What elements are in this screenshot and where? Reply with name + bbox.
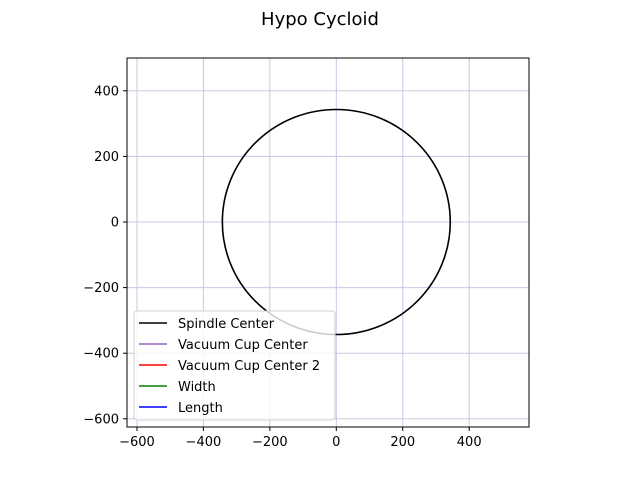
legend-label: Width	[178, 380, 216, 395]
x-tick-label: −400	[186, 435, 222, 450]
x-tick-label: −200	[252, 435, 288, 450]
x-tick-label: 200	[390, 435, 415, 450]
legend-label: Spindle Center	[178, 317, 275, 332]
legend-box	[133, 310, 336, 421]
plot-frame	[126, 57, 530, 428]
legend-label: Vacuum Cup Center 2	[178, 359, 320, 374]
grid	[127, 58, 529, 427]
x-tick-label: −600	[119, 435, 155, 450]
chart-title: Hypo Cycloid	[261, 9, 379, 30]
series-layer	[221, 108, 452, 336]
y-tick-label: −200	[83, 281, 119, 296]
y-tick-label: 200	[94, 150, 119, 165]
legend-label: Length	[178, 401, 223, 416]
x-tick-label: 0	[332, 435, 340, 450]
series-curve-spindle-center	[221, 108, 452, 336]
axis-ticks: −600 −400 −200 0 200 400 −600 −400 −200 0 200 400	[83, 84, 481, 450]
y-tick-label: −400	[83, 347, 119, 362]
legend: Spindle Center Vacuum Cup Center Vacuum Cu…	[133, 310, 336, 421]
y-tick-label: −600	[83, 412, 119, 427]
y-tick-label: 400	[94, 84, 119, 99]
x-tick-label: 400	[457, 435, 482, 450]
legend-label: Vacuum Cup Center	[178, 338, 308, 353]
y-tick-label: 0	[111, 216, 119, 231]
